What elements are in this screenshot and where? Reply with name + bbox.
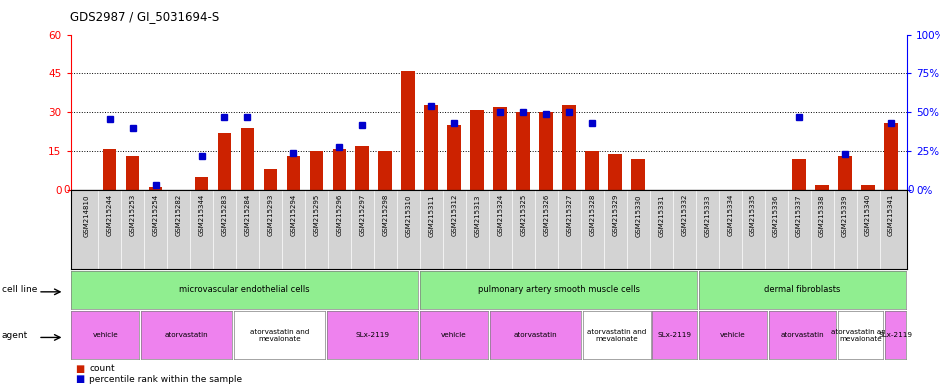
Text: GSM215329: GSM215329 — [612, 194, 619, 237]
Bar — [540, 113, 553, 190]
Text: GSM215283: GSM215283 — [222, 194, 227, 237]
Text: GSM215326: GSM215326 — [543, 194, 549, 237]
Bar — [586, 151, 599, 190]
Text: GSM215336: GSM215336 — [773, 194, 779, 237]
Text: atorvastatin and
mevalonate: atorvastatin and mevalonate — [250, 329, 309, 341]
Bar — [425, 104, 438, 190]
Bar — [861, 185, 875, 190]
Text: GSM215325: GSM215325 — [520, 194, 526, 236]
Bar — [470, 110, 484, 190]
Text: GSM214810: GSM214810 — [84, 194, 89, 237]
Text: vehicle: vehicle — [441, 332, 467, 338]
Bar — [632, 159, 645, 190]
Bar — [608, 154, 622, 190]
Text: GSM215244: GSM215244 — [106, 194, 113, 236]
Text: atorvastatin and
mevalonate: atorvastatin and mevalonate — [831, 329, 890, 341]
Text: GSM215340: GSM215340 — [865, 194, 871, 237]
Text: GSM215284: GSM215284 — [244, 194, 250, 236]
Text: GSM215298: GSM215298 — [383, 194, 388, 237]
Text: GSM215341: GSM215341 — [888, 194, 894, 237]
Bar — [516, 113, 530, 190]
Bar — [195, 177, 209, 190]
Text: GSM215338: GSM215338 — [819, 194, 825, 237]
Bar — [126, 156, 139, 190]
Text: 0: 0 — [907, 185, 914, 195]
Text: pulmonary artery smooth muscle cells: pulmonary artery smooth muscle cells — [478, 285, 639, 295]
Bar — [494, 107, 508, 190]
Bar — [149, 187, 163, 190]
Text: atorvastatin: atorvastatin — [513, 332, 557, 338]
Text: GSM215294: GSM215294 — [290, 194, 296, 236]
Bar — [838, 156, 852, 190]
Text: GSM215334: GSM215334 — [728, 194, 733, 237]
Text: GSM215337: GSM215337 — [796, 194, 802, 237]
Bar — [355, 146, 369, 190]
Bar — [309, 151, 323, 190]
Text: GSM215333: GSM215333 — [704, 194, 710, 237]
Text: GSM215297: GSM215297 — [359, 194, 366, 237]
Text: ■: ■ — [75, 374, 85, 384]
Text: GSM215339: GSM215339 — [842, 194, 848, 237]
Text: GSM215330: GSM215330 — [635, 194, 641, 237]
Bar — [333, 149, 346, 190]
Text: atorvastatin: atorvastatin — [781, 332, 824, 338]
Text: agent: agent — [2, 331, 28, 339]
Text: vehicle: vehicle — [92, 332, 118, 338]
Text: atorvastatin and
mevalonate: atorvastatin and mevalonate — [587, 329, 647, 341]
Text: GSM215324: GSM215324 — [497, 194, 503, 236]
Bar — [263, 169, 277, 190]
Bar — [792, 159, 806, 190]
Text: 0: 0 — [64, 185, 70, 195]
Text: percentile rank within the sample: percentile rank within the sample — [89, 375, 243, 384]
Bar — [401, 71, 415, 190]
Bar — [217, 133, 231, 190]
Text: GSM215344: GSM215344 — [198, 194, 205, 236]
Text: GSM215331: GSM215331 — [658, 194, 665, 237]
Text: GSM215313: GSM215313 — [475, 194, 480, 237]
Text: GSM215328: GSM215328 — [589, 194, 595, 237]
Bar — [562, 104, 576, 190]
Text: atorvastatin: atorvastatin — [164, 332, 209, 338]
Bar — [815, 185, 829, 190]
Bar — [885, 123, 898, 190]
Text: microvascular endothelial cells: microvascular endothelial cells — [180, 285, 310, 295]
Bar — [241, 128, 255, 190]
Text: GSM215332: GSM215332 — [682, 194, 687, 237]
Text: GSM215253: GSM215253 — [130, 194, 135, 236]
Text: ■: ■ — [75, 364, 85, 374]
Text: GSM215327: GSM215327 — [566, 194, 572, 237]
Text: GSM215310: GSM215310 — [405, 194, 412, 237]
Bar — [102, 149, 117, 190]
Text: GSM215295: GSM215295 — [313, 194, 320, 236]
Text: GSM215282: GSM215282 — [176, 194, 181, 236]
Text: count: count — [89, 364, 115, 373]
Text: vehicle: vehicle — [720, 332, 745, 338]
Text: SLx-2119: SLx-2119 — [879, 332, 913, 338]
Text: GSM215296: GSM215296 — [337, 194, 342, 237]
Text: SLx-2119: SLx-2119 — [355, 332, 389, 338]
Text: GSM215312: GSM215312 — [451, 194, 458, 237]
Bar — [379, 151, 392, 190]
Text: GSM215254: GSM215254 — [152, 194, 159, 236]
Bar — [287, 156, 301, 190]
Text: GSM215293: GSM215293 — [268, 194, 274, 237]
Text: GDS2987 / GI_5031694-S: GDS2987 / GI_5031694-S — [70, 10, 220, 23]
Text: GSM215311: GSM215311 — [429, 194, 434, 237]
Text: SLx-2119: SLx-2119 — [658, 332, 692, 338]
Text: cell line: cell line — [2, 285, 38, 295]
Text: GSM215335: GSM215335 — [750, 194, 756, 237]
Bar — [447, 125, 462, 190]
Text: dermal fibroblasts: dermal fibroblasts — [764, 285, 840, 295]
